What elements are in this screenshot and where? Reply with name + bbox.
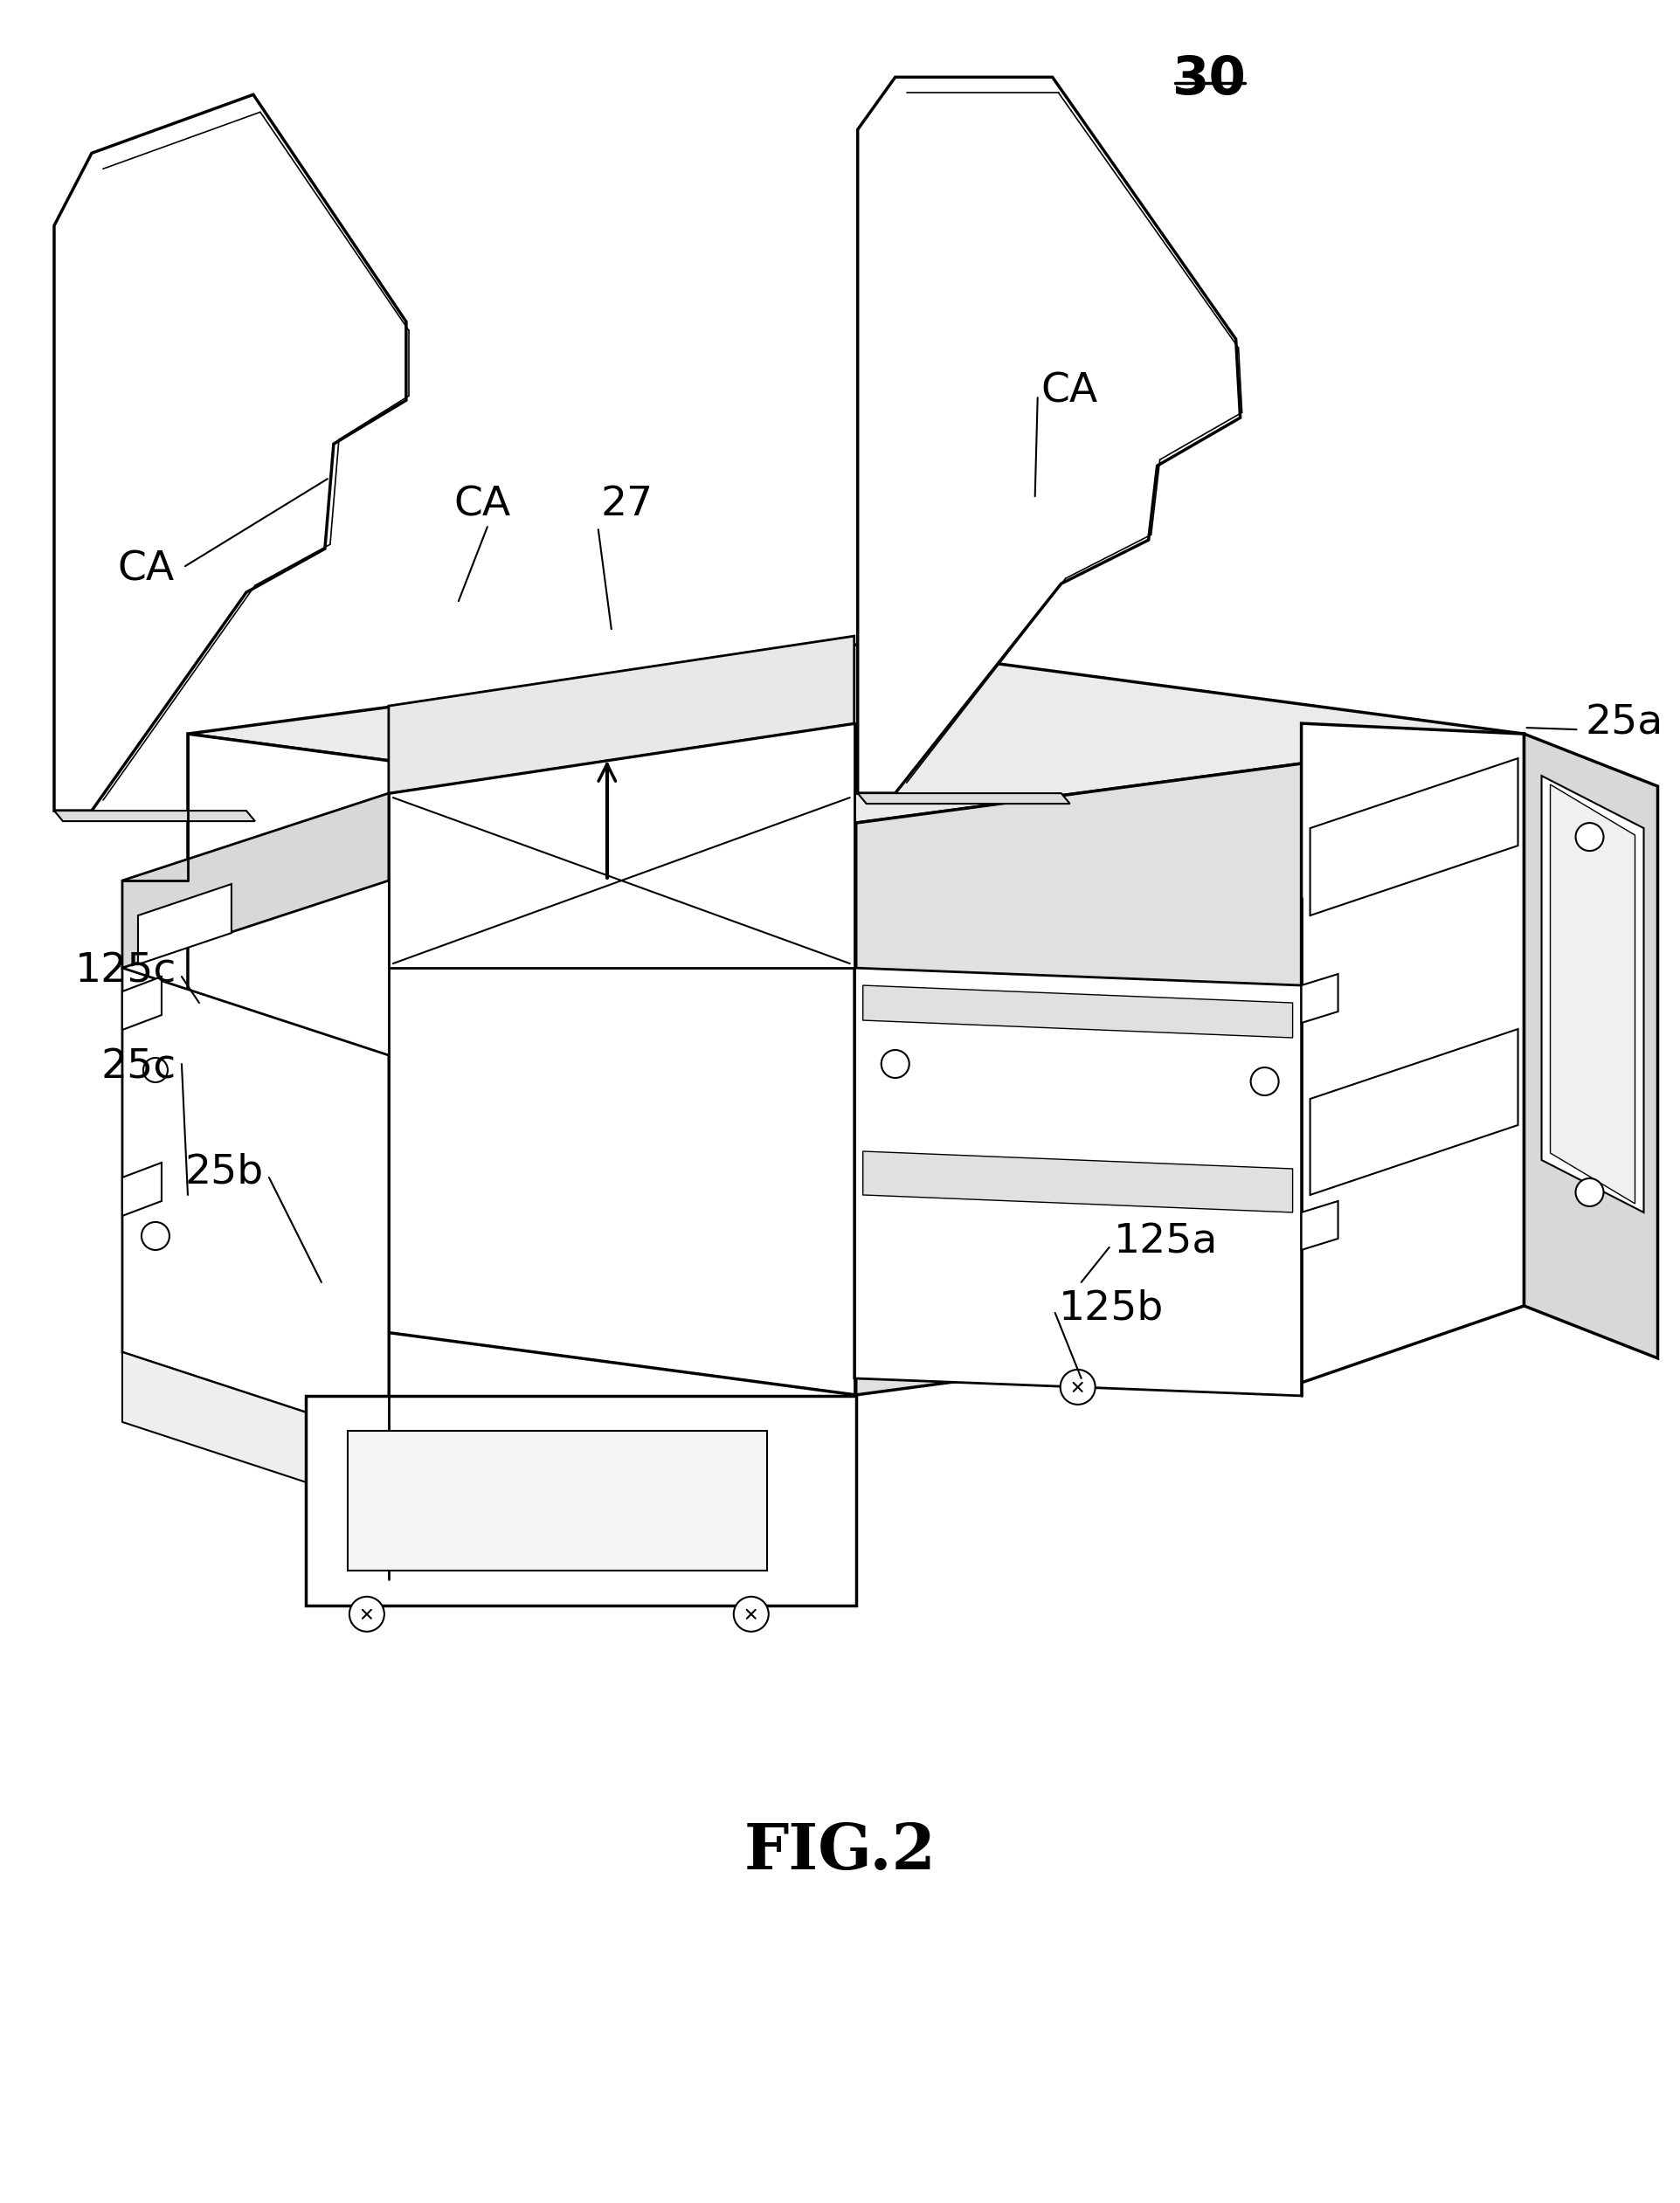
Text: 27: 27 [600,485,654,524]
Polygon shape [1549,784,1635,1203]
Polygon shape [862,1152,1292,1212]
Circle shape [143,1057,168,1082]
Polygon shape [1300,974,1337,1022]
Polygon shape [188,734,855,1394]
Polygon shape [123,1353,388,1509]
Polygon shape [123,1163,161,1216]
Polygon shape [123,793,388,967]
Text: 125c: 125c [74,952,176,991]
Circle shape [880,1051,909,1077]
Text: CA: CA [1040,372,1097,412]
Polygon shape [1524,734,1656,1359]
Text: 25c: 25c [101,1049,176,1086]
Text: 125a: 125a [1114,1223,1218,1262]
Text: 30: 30 [1173,55,1247,106]
Circle shape [1574,1179,1603,1207]
Polygon shape [306,1397,855,1606]
Polygon shape [862,985,1292,1038]
Polygon shape [1309,1029,1517,1194]
Polygon shape [138,883,232,965]
Polygon shape [1300,723,1524,1383]
Circle shape [349,1597,385,1632]
Polygon shape [855,734,1524,1394]
Circle shape [732,1597,768,1632]
Polygon shape [54,811,255,822]
Text: FIG.2: FIG.2 [744,1820,936,1884]
Text: 125b: 125b [1058,1289,1163,1328]
Polygon shape [1309,758,1517,916]
Polygon shape [1300,1201,1337,1249]
Polygon shape [54,95,407,811]
Polygon shape [123,967,388,1439]
Polygon shape [188,645,1524,824]
Circle shape [1250,1068,1278,1095]
Text: 25a: 25a [1584,703,1662,742]
Polygon shape [123,976,161,1029]
Polygon shape [348,1430,766,1571]
Text: CA: CA [454,485,511,524]
Text: CA: CA [118,551,175,590]
Polygon shape [853,967,1300,1397]
Circle shape [1060,1370,1095,1406]
Circle shape [141,1223,170,1249]
Polygon shape [1541,775,1643,1212]
Polygon shape [388,723,853,967]
Polygon shape [857,77,1240,793]
Polygon shape [857,793,1070,804]
Polygon shape [388,637,853,793]
Circle shape [1574,824,1603,850]
Text: 25b: 25b [185,1152,264,1192]
